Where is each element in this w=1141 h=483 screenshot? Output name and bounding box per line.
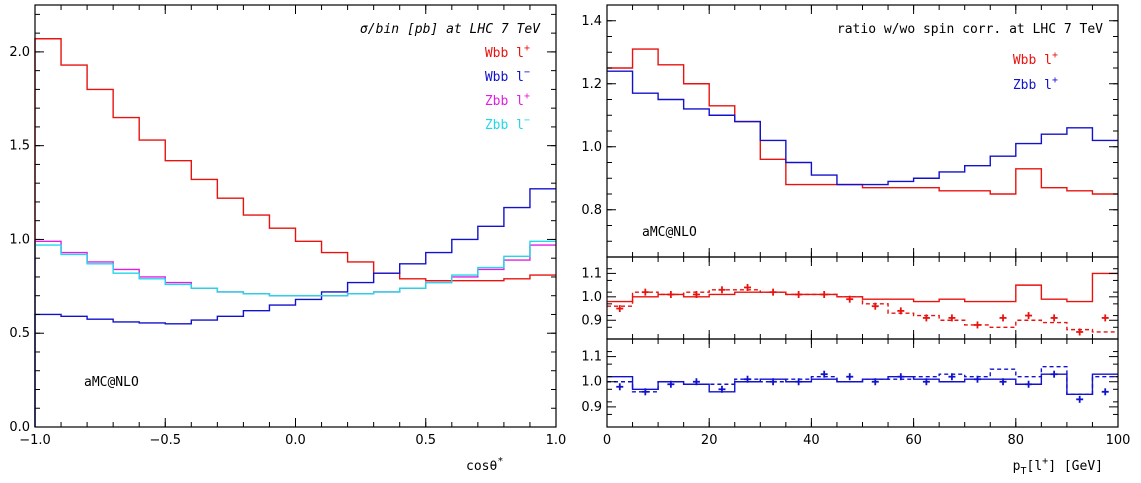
right-xlabel-end: ] [GeV] (1048, 459, 1103, 474)
y-tick-label: 1.1 (581, 266, 602, 281)
series-wbb-l--line (34, 38, 556, 427)
x-tick-label: 0.0 (285, 433, 306, 448)
legend-entry: Zbb l− (485, 115, 530, 133)
right-annotation: aMC@NLO (642, 225, 697, 240)
right-main-series-lines (607, 48, 1118, 195)
x-tick-label: 0 (603, 433, 611, 448)
legend-label: Wbb l (485, 70, 524, 85)
x-tick-label: 0.5 (415, 433, 436, 448)
left-legend: Wbb l+Wbb l−Zbb l+Zbb l− (485, 43, 530, 133)
blue-ratio-series (607, 365, 1118, 403)
series-wbb-l--line (607, 48, 1118, 195)
legend-label-sup: + (1052, 50, 1058, 61)
right-xlabel-rest: [l (1027, 459, 1043, 474)
right-xlabel-sup: + (1042, 456, 1048, 467)
red-ratio-series (607, 272, 1118, 336)
series-zbb-l--line (34, 240, 556, 427)
x-tick-label: 100 (1106, 433, 1131, 448)
y-tick-label: 0.9 (581, 313, 602, 328)
legend-label: Zbb l (485, 118, 524, 133)
legend-entry: Wbb l+ (485, 43, 530, 61)
x-tick-label: 20 (701, 433, 718, 448)
y-tick-label: 1.0 (9, 232, 30, 247)
legend-label-sup: + (524, 91, 530, 102)
series-wbb-l--line (34, 188, 556, 427)
y-tick-label: 1.0 (581, 140, 602, 155)
y-tick-label: 0.8 (581, 203, 602, 218)
legend-entry: Zbb l+ (485, 91, 530, 109)
right-main-plot-frame (606, 4, 1119, 258)
series-zbb-l--line (607, 70, 1118, 186)
left-axes: 0.0 0.5 1.0 1.5 2.0 −1.0 −0.5 0.0 0.5 1.0 (9, 5, 566, 448)
left-x-axis-label: cosθ* (466, 456, 503, 474)
legend-entry: Zbb l+ (1013, 75, 1058, 93)
y-tick-label: 0.5 (9, 326, 30, 341)
right-xlabel-base: p (1013, 459, 1021, 474)
right-ratio-panel-blue: 0.9 1.0 1.1 0 20 40 60 80 100 pT[l+] [GeV] (581, 338, 1131, 477)
legend-label: Wbb l (485, 46, 524, 61)
x-tick-label: −0.5 (149, 433, 181, 448)
red-ratio-axes: 0.9 1.0 1.1 (581, 256, 1119, 340)
legend-label-sup: − (524, 115, 530, 126)
right-legend: Wbb l+Zbb l+ (1013, 50, 1058, 93)
x-tick-label: 40 (803, 433, 820, 448)
right-main-panel: 0.8 1.0 1.2 1.4 ratio w/wo spin corr. at LH… (581, 4, 1119, 258)
y-tick-label: 0.9 (581, 400, 602, 415)
legend-label: Zbb l (1013, 78, 1052, 93)
y-tick-label: 1.2 (581, 77, 602, 92)
left-xlabel-sup: * (497, 456, 503, 467)
left-title: σ/bin [pb] at LHC 7 TeV (360, 22, 541, 37)
blue-ratio-axes: 0.9 1.0 1.1 0 20 40 60 80 100 (581, 338, 1131, 448)
left-xlabel-base: cosθ (466, 459, 497, 474)
right-title: ratio w/wo spin corr. at LHC 7 TeV (837, 22, 1103, 37)
left-plot-frame (34, 4, 557, 428)
y-tick-label: 1.0 (581, 375, 602, 390)
y-tick-label: 1.5 (9, 139, 30, 154)
right-xlabel-sub: T (1020, 466, 1026, 477)
y-tick-label: 0.0 (9, 420, 30, 435)
legend-label: Wbb l (1013, 53, 1052, 68)
legend-label-sup: − (524, 67, 530, 78)
legend-label-sup: + (1052, 75, 1058, 86)
y-tick-label: 1.1 (581, 350, 602, 365)
x-tick-label: 60 (905, 433, 922, 448)
left-series-lines (34, 38, 556, 427)
right-ratio-panel-red: 0.9 1.0 1.1 (581, 256, 1119, 340)
y-tick-label: 1.4 (581, 14, 602, 29)
legend-entry: Wbb l+ (1013, 50, 1058, 68)
x-tick-label: −1.0 (19, 433, 51, 448)
left-annotation: aMC@NLO (84, 375, 139, 390)
legend-label-sup: + (524, 43, 530, 54)
x-tick-label: 1.0 (546, 433, 567, 448)
series-ratio-solid-line (607, 272, 1118, 303)
legend-label: Zbb l (485, 94, 524, 109)
series-ratio-dashed-line (607, 365, 1118, 396)
right-main-axes: 0.8 1.0 1.2 1.4 (581, 4, 1119, 258)
y-tick-label: 1.0 (581, 290, 602, 305)
legend-entry: Wbb l− (485, 67, 530, 85)
right-x-axis-label: pT[l+] [GeV] (1013, 456, 1103, 477)
y-tick-label: 2.0 (9, 45, 30, 60)
left-panel: 0.0 0.5 1.0 1.5 2.0 −1.0 −0.5 0.0 0.5 1.0 σ/bin [… (9, 4, 566, 474)
x-tick-label: 80 (1008, 433, 1025, 448)
